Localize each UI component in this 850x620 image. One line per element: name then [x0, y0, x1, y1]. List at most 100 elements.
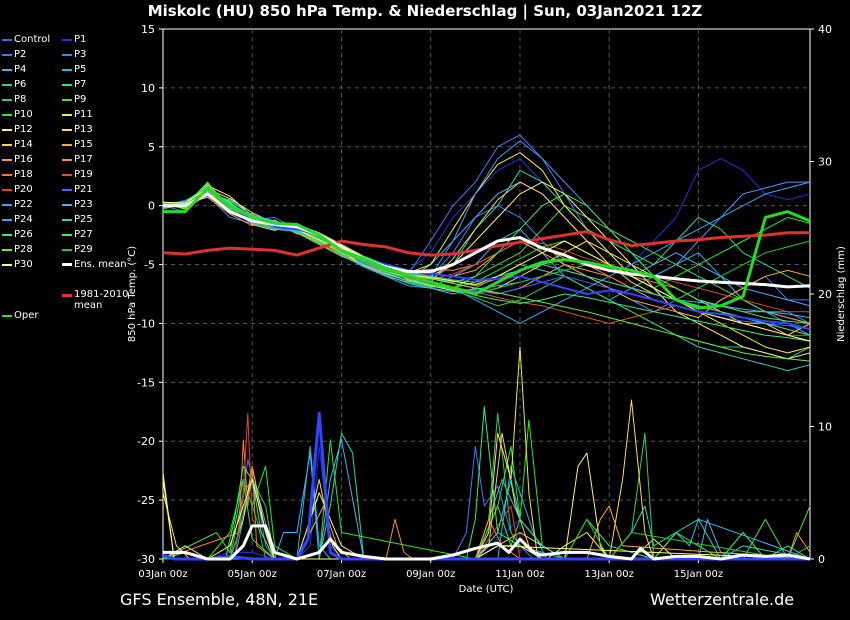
legend-item: P19 [62, 169, 93, 180]
legend-swatch [2, 98, 12, 101]
legend-item: P15 [62, 139, 93, 150]
legend-item: P9 [62, 94, 86, 105]
legend-item: P8 [2, 94, 26, 105]
legend-swatch [2, 233, 12, 236]
legend-item: P27 [62, 229, 93, 240]
legend-item: P28 [2, 244, 33, 255]
y2-tick-label: 10 [818, 421, 832, 434]
legend-label: Control [14, 34, 51, 45]
legend-item: P21 [62, 184, 93, 195]
series-layer [162, 134, 811, 561]
legend-item: P1 [62, 34, 86, 45]
legend-swatch [62, 83, 72, 86]
legend-label: P15 [74, 139, 93, 150]
y2-tick-label: 40 [818, 23, 832, 36]
x-tick-label: 03Jan 00z [138, 569, 187, 580]
y-tick-label: 0 [148, 200, 155, 213]
legend-label: Ens. mean [74, 259, 127, 270]
series-line-temp-p24 [162, 181, 811, 324]
legend-swatch [62, 98, 72, 101]
y-tick-label: -20 [137, 435, 155, 448]
y-tick-label: -25 [137, 494, 155, 507]
legend-label: P8 [14, 94, 27, 105]
legend-label: P13 [74, 124, 93, 135]
legend-swatch [62, 294, 72, 297]
legend-swatch [2, 158, 12, 161]
legend-label: P21 [74, 184, 93, 195]
legend-swatch [62, 203, 72, 206]
y2-tick-label: 30 [818, 156, 832, 169]
legend-swatch [62, 188, 72, 191]
legend-swatch [2, 188, 12, 191]
legend-label: P7 [74, 79, 87, 90]
y2-tick-label: 20 [818, 288, 832, 301]
x-tick-label: 13Jan 00z [585, 569, 634, 580]
legend-item: P10 [2, 109, 33, 120]
plot-area [162, 28, 811, 560]
y-tick-label: 15 [141, 23, 155, 36]
legend-label: Oper [14, 310, 39, 321]
x-axis-label: Date (UTC) [459, 584, 514, 595]
legend-label: P1 [74, 34, 87, 45]
x-tick-label: 07Jan 00z [317, 569, 366, 580]
legend-swatch [2, 218, 12, 221]
legend-swatch [2, 248, 12, 251]
legend-label: P4 [14, 64, 27, 75]
series-line-temp-p26 [162, 189, 811, 342]
series-line-temp-ens-mean [163, 192, 811, 289]
y-tick-label: -15 [137, 376, 155, 389]
x-tick-label: 09Jan 00z [406, 569, 455, 580]
chart-title: Miskolc (HU) 850 hPa Temp. & Niederschla… [147, 2, 703, 20]
x-tick-label: 15Jan 00z [674, 569, 723, 580]
legend-swatch [62, 173, 72, 176]
legend-label: P12 [14, 124, 33, 135]
legend-swatch [2, 263, 12, 266]
legend-swatch [2, 314, 12, 317]
y-tick-label: -10 [137, 317, 155, 330]
legend-swatch [62, 143, 72, 146]
legend-swatch [2, 53, 12, 56]
legend-item: P25 [62, 214, 93, 225]
legend-label: P6 [14, 79, 27, 90]
legend-item: P20 [2, 184, 33, 195]
legend-item: P26 [2, 229, 33, 240]
legend-item: P18 [2, 169, 33, 180]
legend-swatch [62, 53, 72, 56]
legend-label: P27 [74, 229, 93, 240]
legend-swatch [2, 113, 12, 116]
legend-item: P23 [62, 199, 93, 210]
legend-label: P9 [74, 94, 87, 105]
legend-swatch [62, 233, 72, 236]
grid [163, 29, 810, 559]
legend-label: P17 [74, 154, 93, 165]
legend-label: P2 [14, 49, 27, 60]
legend-swatch [62, 128, 72, 131]
legend-item: P24 [2, 214, 33, 225]
legend-label: P19 [74, 169, 93, 180]
legend-swatch [62, 38, 72, 41]
legend-item: P13 [62, 124, 93, 135]
y-tick-label: -30 [137, 553, 155, 566]
legend-label: P11 [74, 109, 93, 120]
legend-label: P25 [74, 214, 93, 225]
site-credit: Wetterzentrale.de [650, 590, 795, 609]
legend-item: 1981-2010 mean [62, 289, 129, 311]
series-line-precip-p25 [163, 432, 811, 560]
legend-swatch [2, 128, 12, 131]
legend-item: P16 [2, 154, 33, 165]
legend-swatch [62, 158, 72, 161]
legend-label: P29 [74, 244, 93, 255]
legend-label: P24 [14, 214, 33, 225]
legend-swatch [62, 248, 72, 251]
legend-label: P3 [74, 49, 87, 60]
legend-label: P26 [14, 229, 33, 240]
legend-label: P23 [74, 199, 93, 210]
legend-label: P22 [14, 199, 33, 210]
series-line-temp-oper [163, 186, 811, 310]
y2-tick-label: 0 [818, 553, 825, 566]
legend-label: P5 [74, 64, 87, 75]
y-axis-right: 40 30 20 10 0 [810, 23, 832, 566]
x-tick-label: 05Jan 00z [228, 569, 277, 580]
legend-item: P6 [2, 79, 26, 90]
